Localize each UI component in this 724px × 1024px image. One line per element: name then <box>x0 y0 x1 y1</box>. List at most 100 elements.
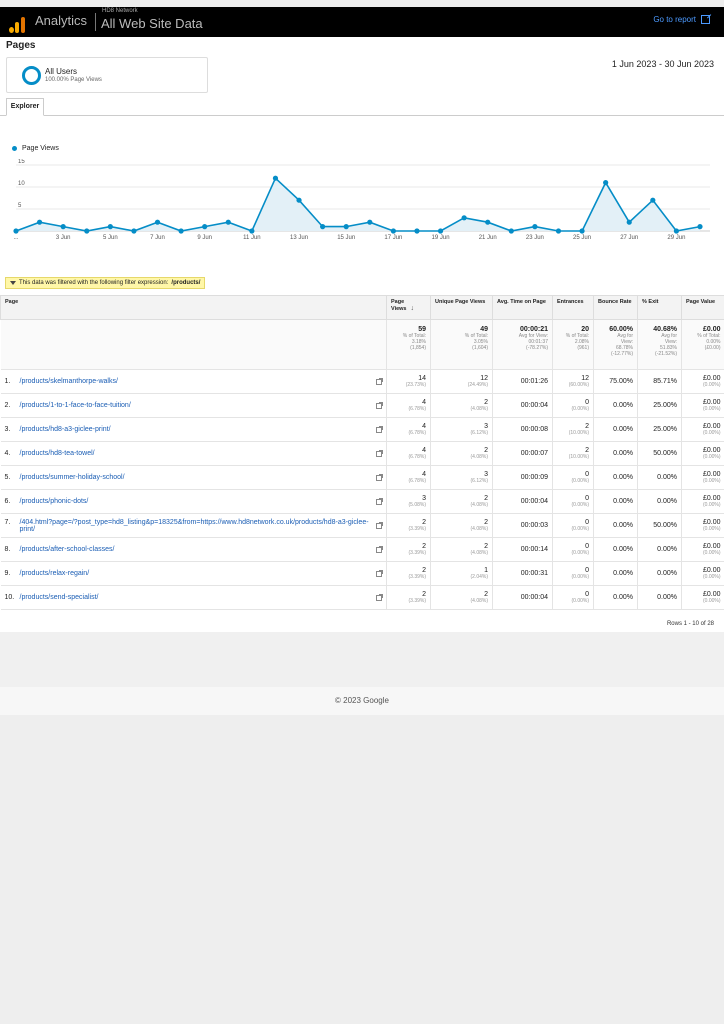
entrances-cell-percent: (10.00%) <box>568 430 589 436</box>
analytics-logo-icon[interactable] <box>9 11 27 33</box>
tab-explorer[interactable]: Explorer <box>6 98 44 116</box>
x-tick-label: 25 Jun <box>573 235 591 241</box>
go-to-report-button[interactable]: Go to report <box>653 15 710 24</box>
unique-page-views-cell: 3 (6.12%) <box>430 417 493 442</box>
account-name[interactable]: HD8 Network <box>102 8 138 14</box>
page-views-chart[interactable]: 5 10 15... 3 Jun 5 Jun 7 Jun 9 Jun 11 Jun 13 Jun… <box>0 159 724 247</box>
page-value-cell-value: £0.00 <box>702 447 721 454</box>
page-link[interactable]: /products/hd8-a3-giclee-print/ <box>19 426 111 433</box>
unique-page-views-cell-percent: (6.12%) <box>470 478 488 484</box>
row-number: 6. <box>4 498 11 505</box>
page-value-cell-value: £0.00 <box>702 591 721 598</box>
open-page-icon[interactable] <box>376 497 383 505</box>
exit-cell: 85.71% <box>637 369 682 394</box>
open-page-icon[interactable] <box>376 569 383 577</box>
entrances-cell: 0 (0.00%) <box>552 489 594 514</box>
unique-page-views-cell-percent: (6.12%) <box>470 430 488 436</box>
bounce-rate-cell: 0.00% <box>593 489 638 514</box>
page-link[interactable]: /products/skelmanthorpe-walks/ <box>19 378 118 385</box>
page-value-cell-value: £0.00 <box>702 543 721 550</box>
open-page-icon[interactable] <box>376 377 383 385</box>
col-header-page-views[interactable]: Page Views ↓ <box>386 295 431 320</box>
page-link[interactable]: /products/summer-holiday-school/ <box>19 474 125 481</box>
page-views-cell-percent: (23.73%) <box>405 382 426 388</box>
totals-cell: 20% of Total: 2.08% (961) <box>552 319 594 370</box>
page-title: Pages <box>6 40 36 51</box>
totals-subtext: (-78.27%) <box>526 345 548 351</box>
avg-time-cell-value: 00:00:04 <box>520 594 548 601</box>
page-link[interactable]: /products/hd8-tea-towel/ <box>19 450 95 457</box>
page-views-cell: 3 (5.08%) <box>386 489 431 514</box>
page-link[interactable]: /products/phonic-dots/ <box>19 498 89 505</box>
page-value-cell-value: £0.00 <box>702 495 721 502</box>
exit-cell-value: 50.00% <box>653 450 677 457</box>
page-link[interactable]: /404.html?page=/?post_type=hd8_listing&p… <box>19 518 369 533</box>
page-link[interactable]: /products/after-school-classes/ <box>19 546 115 553</box>
bounce-rate-cell: 0.00% <box>593 465 638 490</box>
totals-cell: 00:00:21 Avg for View: 00:01:37 (-78.27%) <box>492 319 553 370</box>
exit-cell: 50.00% <box>637 513 682 538</box>
x-tick-label: 15 Jun <box>337 235 355 241</box>
open-page-icon[interactable] <box>376 521 383 529</box>
entrances-cell-value: 0 <box>585 399 589 406</box>
col-header-page-value[interactable]: Page Value <box>681 295 724 320</box>
totals-subtext: View: <box>620 339 633 345</box>
x-tick-label: 19 Jun <box>432 235 450 241</box>
data-point <box>60 224 66 230</box>
col-header-entrances[interactable]: Entrances <box>552 295 594 320</box>
open-page-icon[interactable] <box>376 473 383 481</box>
page-views-cell-value: 4 <box>422 447 426 454</box>
bounce-rate-cell: 0.00% <box>593 537 638 562</box>
page-value-cell: £0.00 (0.00%) <box>681 489 724 514</box>
page-value-cell: £0.00 (0.00%) <box>681 441 724 466</box>
table-row: 4./products/hd8-tea-towel/4 (6.78%) 2 (4.08… <box>0 441 724 466</box>
page-link[interactable]: /products/send-specialist/ <box>19 594 99 601</box>
open-page-icon[interactable] <box>376 401 383 409</box>
totals-subtext: View: <box>664 339 677 345</box>
totals-cell: 60.00% Avg for View: 68.78% (-12.77%) <box>593 319 638 370</box>
data-point <box>225 219 231 225</box>
page-views-cell-value: 2 <box>422 567 426 574</box>
avg-time-cell: 00:01:26 <box>492 369 553 394</box>
page-views-cell-value: 4 <box>422 399 426 406</box>
page-value-cell: £0.00 (0.00%) <box>681 369 724 394</box>
avg-time-cell: 00:00:03 <box>492 513 553 538</box>
table-row: 3. /products/hd8-a3-giclee-print/4 (6.78%)… <box>0 417 724 442</box>
entrances-cell: 0 (0.00%) <box>552 537 594 562</box>
page-value-cell-value: £0.00 <box>702 519 721 526</box>
open-page-icon[interactable] <box>376 545 383 553</box>
tab-underline <box>0 115 724 116</box>
unique-page-views-cell: 2 (4.08%) <box>430 441 493 466</box>
data-point <box>367 219 373 225</box>
x-tick-label: 7 Jun <box>150 235 165 241</box>
property-name[interactable]: All Web Site Data <box>101 16 203 31</box>
avg-time-cell-value: 00:01:26 <box>520 378 548 385</box>
page-link[interactable]: /products/relax-regain/ <box>19 570 90 577</box>
x-tick-label: 11 Jun <box>243 235 261 241</box>
date-range-picker[interactable]: 1 Jun 2023 - 30 Jun 2023 <box>611 59 714 69</box>
open-page-icon[interactable] <box>376 593 383 601</box>
segment-card[interactable]: All Users 100.00% Page Views <box>6 57 208 93</box>
y-tick-label: 10 <box>18 181 25 187</box>
col-header-bounce-rate[interactable]: Bounce Rate <box>593 295 638 320</box>
col-header-page[interactable]: Page <box>0 295 387 320</box>
page-cell: 8. /products/after-school-classes/ <box>0 537 387 562</box>
col-header-exit[interactable]: % Exit <box>637 295 682 320</box>
x-tick-label: 23 Jun <box>526 235 544 241</box>
page-value-cell-value: £0.00 <box>702 423 721 430</box>
open-page-icon[interactable] <box>376 425 383 433</box>
bounce-rate-cell-value: 0.00% <box>613 498 633 505</box>
unique-page-views-cell: 2 (4.08%) <box>430 393 493 418</box>
totals-subtext: 0.00% <box>706 339 721 345</box>
totals-value: 49 <box>480 326 488 333</box>
avg-time-cell: 00:00:04 <box>492 585 553 610</box>
col-header-unique-page-views[interactable]: Unique Page Views <box>430 295 493 320</box>
x-tick-label: 13 Jun <box>290 235 308 241</box>
page-link[interactable]: /products/1-to-1-face-to-face-tuition/ <box>19 402 131 409</box>
col-header-avg-time[interactable]: Avg. Time on Page <box>492 295 553 320</box>
unique-page-views-cell: 2 (4.08%) <box>430 489 493 514</box>
chart-legend[interactable]: Page Views <box>12 145 59 152</box>
totals-cell: 49% of Total: 3.05% (1,604) <box>430 319 493 370</box>
data-point <box>343 224 349 230</box>
open-page-icon[interactable] <box>376 449 383 457</box>
